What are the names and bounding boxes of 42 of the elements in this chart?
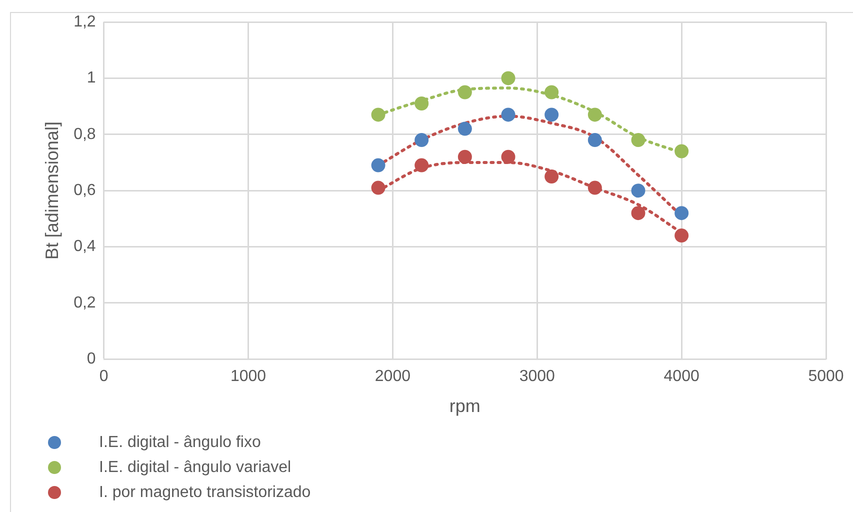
y-axis-title: Bt [adimensional] — [42, 122, 62, 260]
point — [544, 108, 559, 122]
point — [458, 150, 472, 164]
x-tick-label: 1000 — [230, 368, 266, 386]
point — [674, 206, 689, 220]
point — [371, 158, 386, 172]
point — [501, 71, 516, 86]
x-tick-label: 5000 — [808, 368, 844, 386]
point — [458, 122, 472, 136]
y-tick-label: 0,6 — [74, 182, 96, 200]
point — [458, 85, 472, 100]
point — [414, 96, 429, 110]
x-axis-title: rpm — [449, 396, 480, 416]
point — [588, 133, 602, 148]
point — [674, 228, 689, 243]
legend-label: I.E. digital - ângulo fixo — [99, 433, 261, 453]
point — [631, 206, 646, 220]
y-tick-label: 0 — [86, 350, 96, 368]
point — [674, 144, 689, 158]
x-tick-label: 3000 — [519, 368, 556, 386]
point — [631, 184, 646, 198]
y-tick-label: 0,2 — [74, 294, 96, 312]
point — [588, 108, 602, 122]
point — [414, 133, 429, 148]
legend-label: I.E. digital - ângulo variavel — [99, 458, 292, 478]
point — [371, 180, 386, 195]
point — [414, 158, 429, 172]
point — [588, 180, 602, 195]
point — [631, 133, 646, 148]
y-tick-label: 1,2 — [74, 13, 96, 30]
point — [371, 108, 386, 122]
y-tick-label: 0,4 — [74, 238, 96, 256]
x-tick-label: 2000 — [374, 368, 411, 386]
point — [501, 108, 516, 122]
y-tick-label: 0,8 — [74, 126, 96, 143]
point — [544, 170, 559, 184]
x-tick-label: 0 — [99, 368, 108, 386]
x-tick-label: 4000 — [664, 368, 700, 386]
legend-label: I. por magneto transistorizado — [99, 483, 311, 503]
point — [501, 150, 516, 164]
y-tick-label: 1 — [86, 70, 96, 87]
point — [544, 85, 559, 100]
